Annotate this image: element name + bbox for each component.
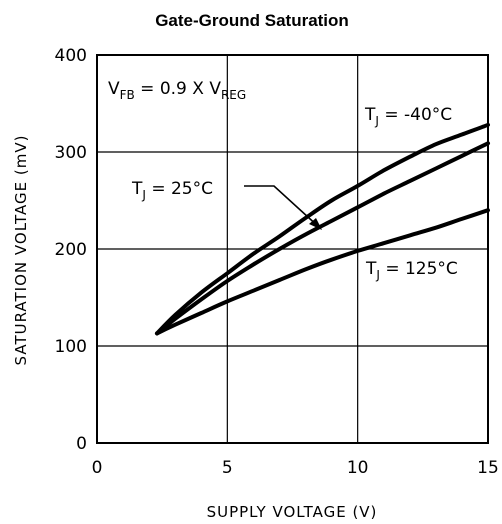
leader-arrow-25 [309,218,322,230]
condition-v2: V [209,79,221,99]
condition-v2-sub: REG [221,88,246,102]
condition-annotation: VFB = 0.9 X VREG [108,79,246,102]
grid [97,55,488,443]
chart-title: Gate-Ground Saturation [155,11,349,30]
y-tick-label-3: 300 [55,143,87,163]
series-lines [155,122,490,336]
plot-frame [96,54,489,444]
x-tick-label-0: 0 [92,458,103,478]
series-line-0 [155,122,490,336]
y-axis-label: SATURATION VOLTAGE (mV) [12,135,30,366]
y-tick-label-0: 0 [76,434,87,454]
series-line-2 [155,208,490,336]
y-tick-label-1: 100 [55,337,87,357]
leader-line-25 [244,185,321,229]
tick-labels: 0 5 10 15 0 100 200 300 400 [55,46,499,478]
condition-v1-sub: FB [120,88,135,102]
x-axis-label: SUPPLY VOLTAGE (V) [207,503,378,521]
condition-v1: V [108,79,120,99]
x-tick-label-1: 5 [222,458,233,478]
series-line-1 [155,141,490,336]
y-tick-label-4: 400 [55,46,87,66]
series-label-125: TJ = 125°C [365,259,458,282]
series-label-25: TJ = 25°C [131,179,213,202]
y-tick-label-2: 200 [55,240,87,260]
series-label-minus40: TJ = -40°C [364,105,452,128]
x-tick-label-3: 15 [477,458,499,478]
condition-mid: = 0.9 X [135,79,210,99]
x-tick-label-2: 10 [347,458,369,478]
